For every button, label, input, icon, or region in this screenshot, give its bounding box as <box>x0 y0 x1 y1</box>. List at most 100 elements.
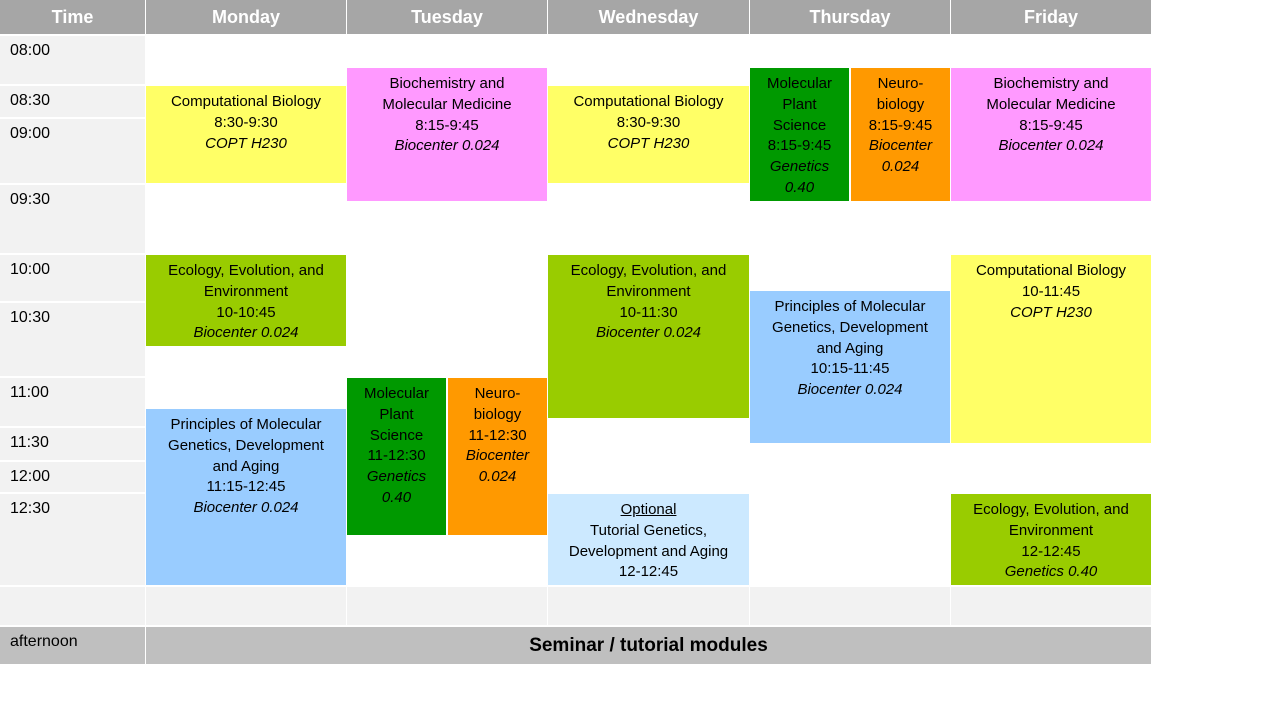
time-slot: 08:30 <box>0 86 145 117</box>
event-time: 11-12:30 <box>468 426 527 444</box>
event-friday-biochemistry-molecular-medicine[interactable]: Biochemistry and Molecular Medicine 8:15… <box>951 68 1151 201</box>
event-title: Molecular Medicine <box>382 95 512 113</box>
event-monday-ecology-evolution-environment[interactable]: Ecology, Evolution, and Environment 10-1… <box>146 255 346 346</box>
header-thursday: Thursday <box>750 0 950 34</box>
event-room: 0.40 <box>784 178 815 196</box>
event-time: 8:30-9:30 <box>616 113 681 131</box>
empty-cell <box>548 587 749 625</box>
event-room: COPT H230 <box>205 134 287 152</box>
event-title: Science <box>772 116 827 134</box>
event-title: Molecular <box>766 75 833 92</box>
time-slot: 09:30 <box>0 185 145 253</box>
event-title: Molecular <box>363 385 430 402</box>
time-slot: 11:00 <box>0 378 145 426</box>
time-slot: 12:00 <box>0 462 145 492</box>
event-tuesday-neurobiology[interactable]: Neuro- biology 11-12:30 Biocenter 0.024 <box>448 378 547 535</box>
event-tuesday-biochemistry-molecular-medicine[interactable]: Biochemistry and Molecular Medicine 8:15… <box>347 68 547 201</box>
time-slot: 10:00 <box>0 255 145 301</box>
event-title: Molecular Medicine <box>986 95 1116 113</box>
time-slot: 12:30 <box>0 494 145 585</box>
event-title: Plant <box>379 405 414 423</box>
event-title: Development and Aging <box>568 542 729 560</box>
time-slot: 11:30 <box>0 428 145 460</box>
event-title: Principles of Molecular <box>170 416 322 433</box>
afternoon-label: afternoon <box>0 627 145 664</box>
event-title: Neuro- <box>474 385 521 402</box>
event-monday-computational-biology[interactable]: Computational Biology 8:30-9:30 COPT H23… <box>146 86 346 183</box>
event-room: COPT H230 <box>607 134 690 152</box>
event-title: Computational Biology <box>573 93 724 110</box>
event-time: 10-11:30 <box>619 303 678 321</box>
event-title: Science <box>369 426 424 444</box>
time-slot: 10:30 <box>0 303 145 376</box>
event-title: Ecology, Evolution, and <box>973 501 1129 518</box>
event-time: 10-11:45 <box>1021 282 1081 300</box>
event-room: Biocenter 0.024 <box>998 137 1104 155</box>
event-thursday-neurobiology[interactable]: Neuro- biology 8:15-9:45 Biocenter 0.024 <box>851 68 950 201</box>
event-title: biology <box>473 405 522 423</box>
time-slot: 09:00 <box>0 119 145 183</box>
event-room: Biocenter 0.024 <box>193 324 299 342</box>
event-time: 12-12:45 <box>1021 542 1081 560</box>
empty-cell <box>347 587 547 625</box>
event-room: 0.024 <box>881 158 920 176</box>
event-tuesday-molecular-plant-science[interactable]: Molecular Plant Science 11-12:30 Genetic… <box>347 378 446 535</box>
empty-cell <box>0 587 145 625</box>
event-title: Genetics, Development <box>168 436 324 454</box>
time-slot: 08:00 <box>0 36 145 84</box>
event-thursday-molecular-plant-science[interactable]: Molecular Plant Science 8:15-9:45 Geneti… <box>750 68 849 201</box>
event-title: Neuro- <box>877 75 924 92</box>
event-wednesday-optional-tutorial-genetics[interactable]: Optional Tutorial Genetics, Development … <box>548 494 749 585</box>
event-room: Genetics <box>769 158 830 176</box>
header-friday: Friday <box>951 0 1151 34</box>
event-title: Environment <box>1008 521 1094 539</box>
event-room: Genetics 0.40 <box>1004 563 1098 581</box>
event-time: 10:15-11:45 <box>810 360 890 378</box>
event-time: 10-10:45 <box>216 303 276 321</box>
empty-cell <box>146 587 346 625</box>
event-room: Biocenter 0.024 <box>797 381 903 399</box>
event-room: 0.40 <box>381 488 412 506</box>
header-wednesday: Wednesday <box>548 0 749 34</box>
event-monday-principles-molecular-genetics[interactable]: Principles of Molecular Genetics, Develo… <box>146 409 346 585</box>
event-title: and Aging <box>816 339 884 357</box>
event-room: Genetics <box>366 468 427 486</box>
event-time: 8:15-9:45 <box>415 116 479 134</box>
event-time: 12-12:45 <box>618 563 679 581</box>
event-title: Environment <box>606 282 691 300</box>
event-title: Tutorial Genetics, <box>590 521 707 539</box>
event-title: Environment <box>203 282 289 300</box>
event-friday-computational-biology[interactable]: Computational Biology 10-11:45 COPT H230 <box>951 255 1151 443</box>
event-title: Genetics, Development <box>772 318 928 336</box>
event-title: and Aging <box>212 457 280 475</box>
event-time: 8:15-9:45 <box>767 137 832 155</box>
event-time: 11-12:30 <box>367 447 426 465</box>
event-title: Plant <box>782 95 817 113</box>
event-time: 8:15-9:45 <box>1019 116 1083 134</box>
event-title: Computational Biology <box>975 262 1127 279</box>
event-friday-ecology-evolution-environment[interactable]: Ecology, Evolution, and Environment 12-1… <box>951 494 1151 585</box>
event-time: 8:15-9:45 <box>868 116 933 134</box>
event-title: biology <box>876 95 925 113</box>
event-room: Biocenter 0.024 <box>193 499 299 517</box>
event-title: Principles of Molecular <box>774 298 926 315</box>
event-room: Biocenter <box>465 447 530 465</box>
seminar-modules-banner: Seminar / tutorial modules <box>146 627 1151 664</box>
event-title: Ecology, Evolution, and <box>168 262 324 279</box>
header-time: Time <box>0 0 145 34</box>
header-tuesday: Tuesday <box>347 0 547 34</box>
empty-cell <box>951 587 1151 625</box>
event-room: 0.024 <box>478 468 517 486</box>
empty-cell <box>750 587 950 625</box>
event-title: Ecology, Evolution, and <box>570 262 727 279</box>
event-room: Biocenter 0.024 <box>394 137 500 155</box>
event-thursday-principles-molecular-genetics[interactable]: Principles of Molecular Genetics, Develo… <box>750 291 950 443</box>
event-room: Biocenter <box>868 137 933 155</box>
event-wednesday-ecology-evolution-environment[interactable]: Ecology, Evolution, and Environment 10-1… <box>548 255 749 418</box>
event-optional-label: Optional <box>620 501 677 518</box>
event-room: COPT H230 <box>1010 303 1092 321</box>
header-monday: Monday <box>146 0 346 34</box>
event-time: 11:15-12:45 <box>206 478 286 496</box>
event-wednesday-computational-biology[interactable]: Computational Biology 8:30-9:30 COPT H23… <box>548 86 749 183</box>
event-title: Biochemistry and <box>993 75 1109 92</box>
